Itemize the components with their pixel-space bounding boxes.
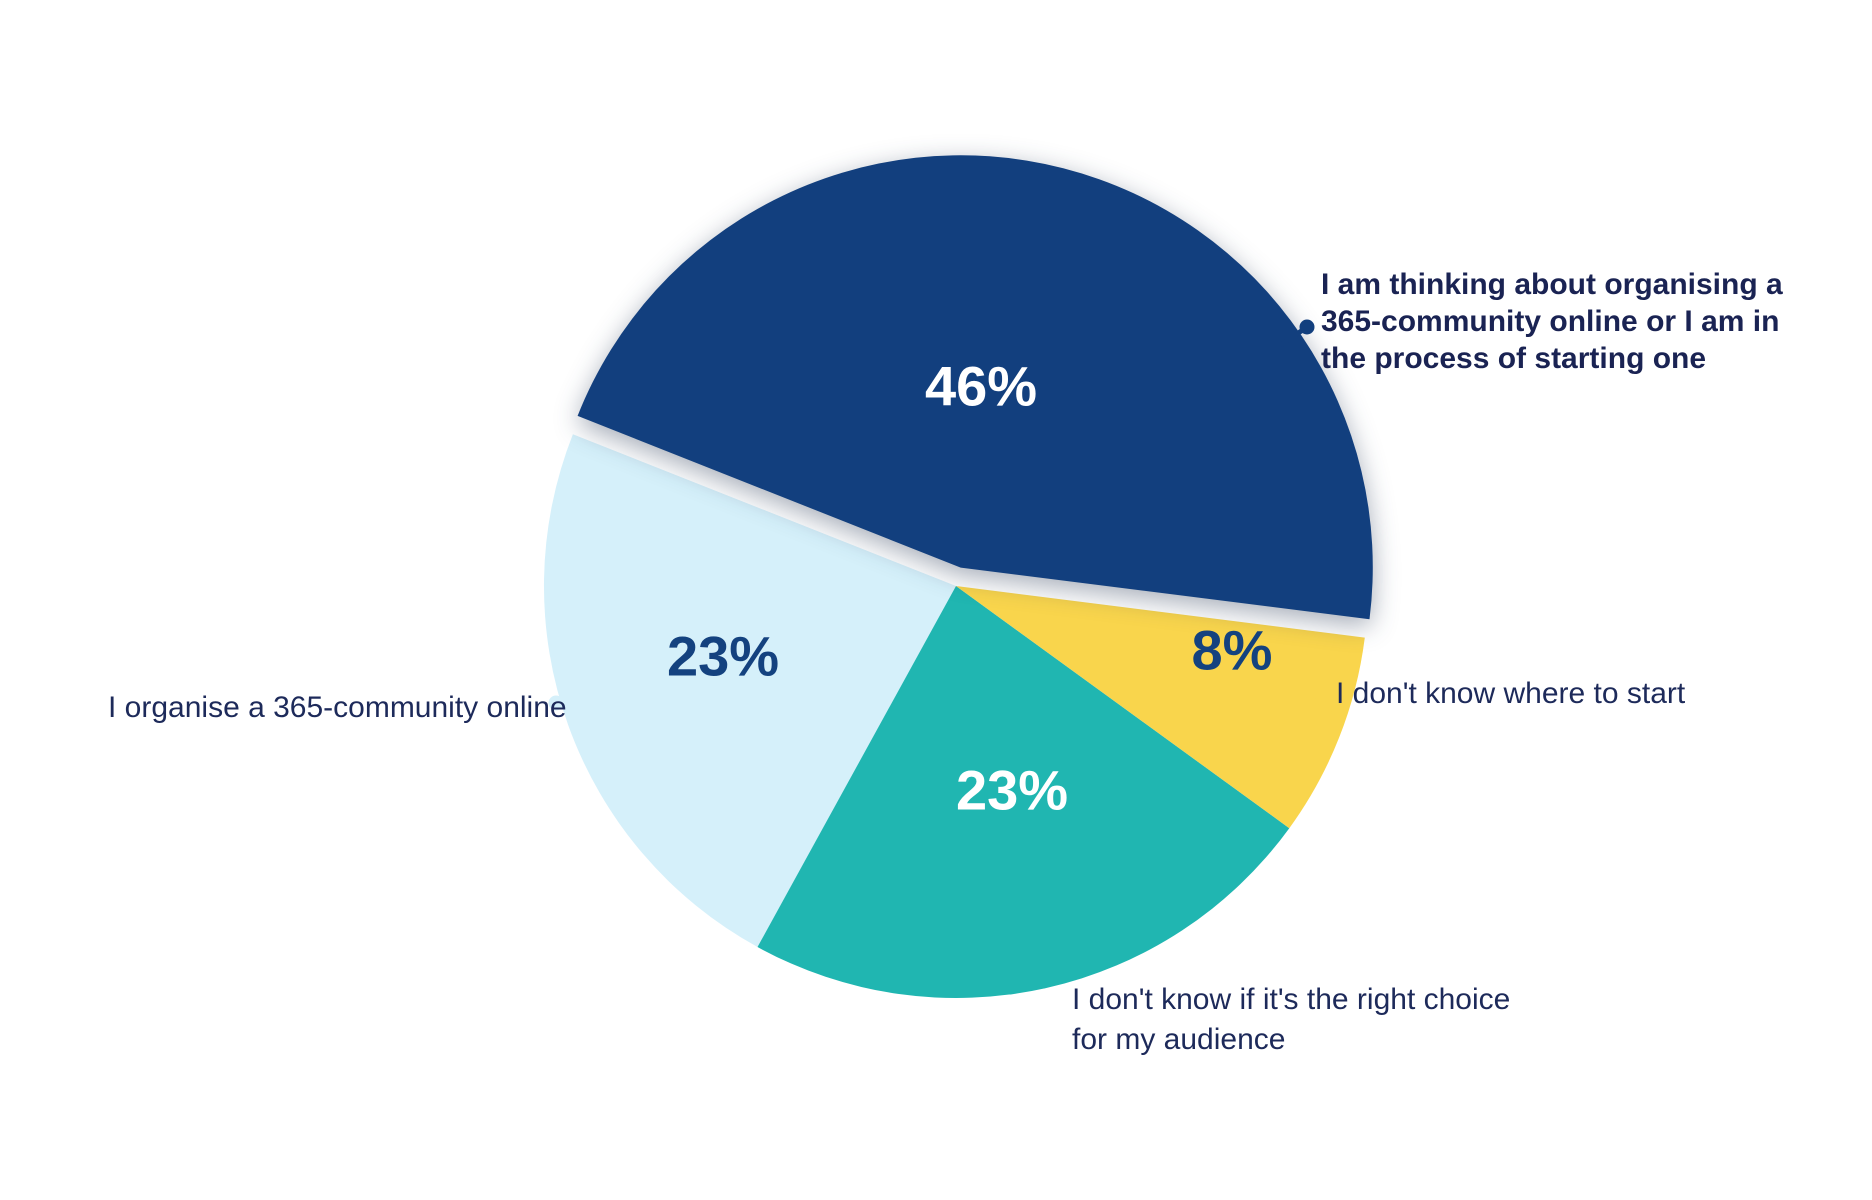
leader-dot-dont-know-where-to-start	[1330, 700, 1346, 716]
leader-dot-organise-online	[548, 695, 564, 711]
label-line: 365-community online or I am in	[1321, 305, 1780, 338]
label-line: for my audience	[1072, 1023, 1286, 1056]
slice-percent-label-not-sure-right-choice: 23%	[955, 758, 1069, 822]
slice-label-dont-know-where-to-start: I don't know where to start	[1336, 674, 1685, 714]
slice-percent-label-organise-online: 23%	[666, 624, 780, 688]
leader-dot-not-sure-right-choice	[1052, 958, 1068, 974]
label-line: I am thinking about organising a	[1321, 268, 1783, 301]
label-line: I don't know if it's the right choice	[1072, 983, 1511, 1016]
slice-percent-label-dont-know-where-to-start: 8%	[1191, 618, 1273, 682]
slice-label-not-sure-right-choice: I don't know if it's the right choice fo…	[1072, 980, 1510, 1060]
leader-dot-thinking-about-organising	[1299, 319, 1315, 335]
label-line: the process of starting one	[1321, 342, 1707, 375]
slice-percent-label-thinking-about-organising: 46%	[924, 354, 1038, 418]
pie-slice-dont-know-where-to-start	[956, 586, 1365, 829]
slice-label-organise-online: I organise a 365-community online	[108, 688, 567, 728]
pie-slice-thinking-about-organising	[577, 155, 1373, 620]
label-line: I organise a 365-community online	[108, 691, 567, 724]
slice-label-thinking-about-organising: I am thinking about organising a 365-com…	[1321, 266, 1783, 377]
pie-slice-not-sure-right-choice	[757, 586, 1290, 998]
label-line: I don't know where to start	[1336, 677, 1686, 710]
pie-slice-organise-online	[543, 434, 956, 947]
